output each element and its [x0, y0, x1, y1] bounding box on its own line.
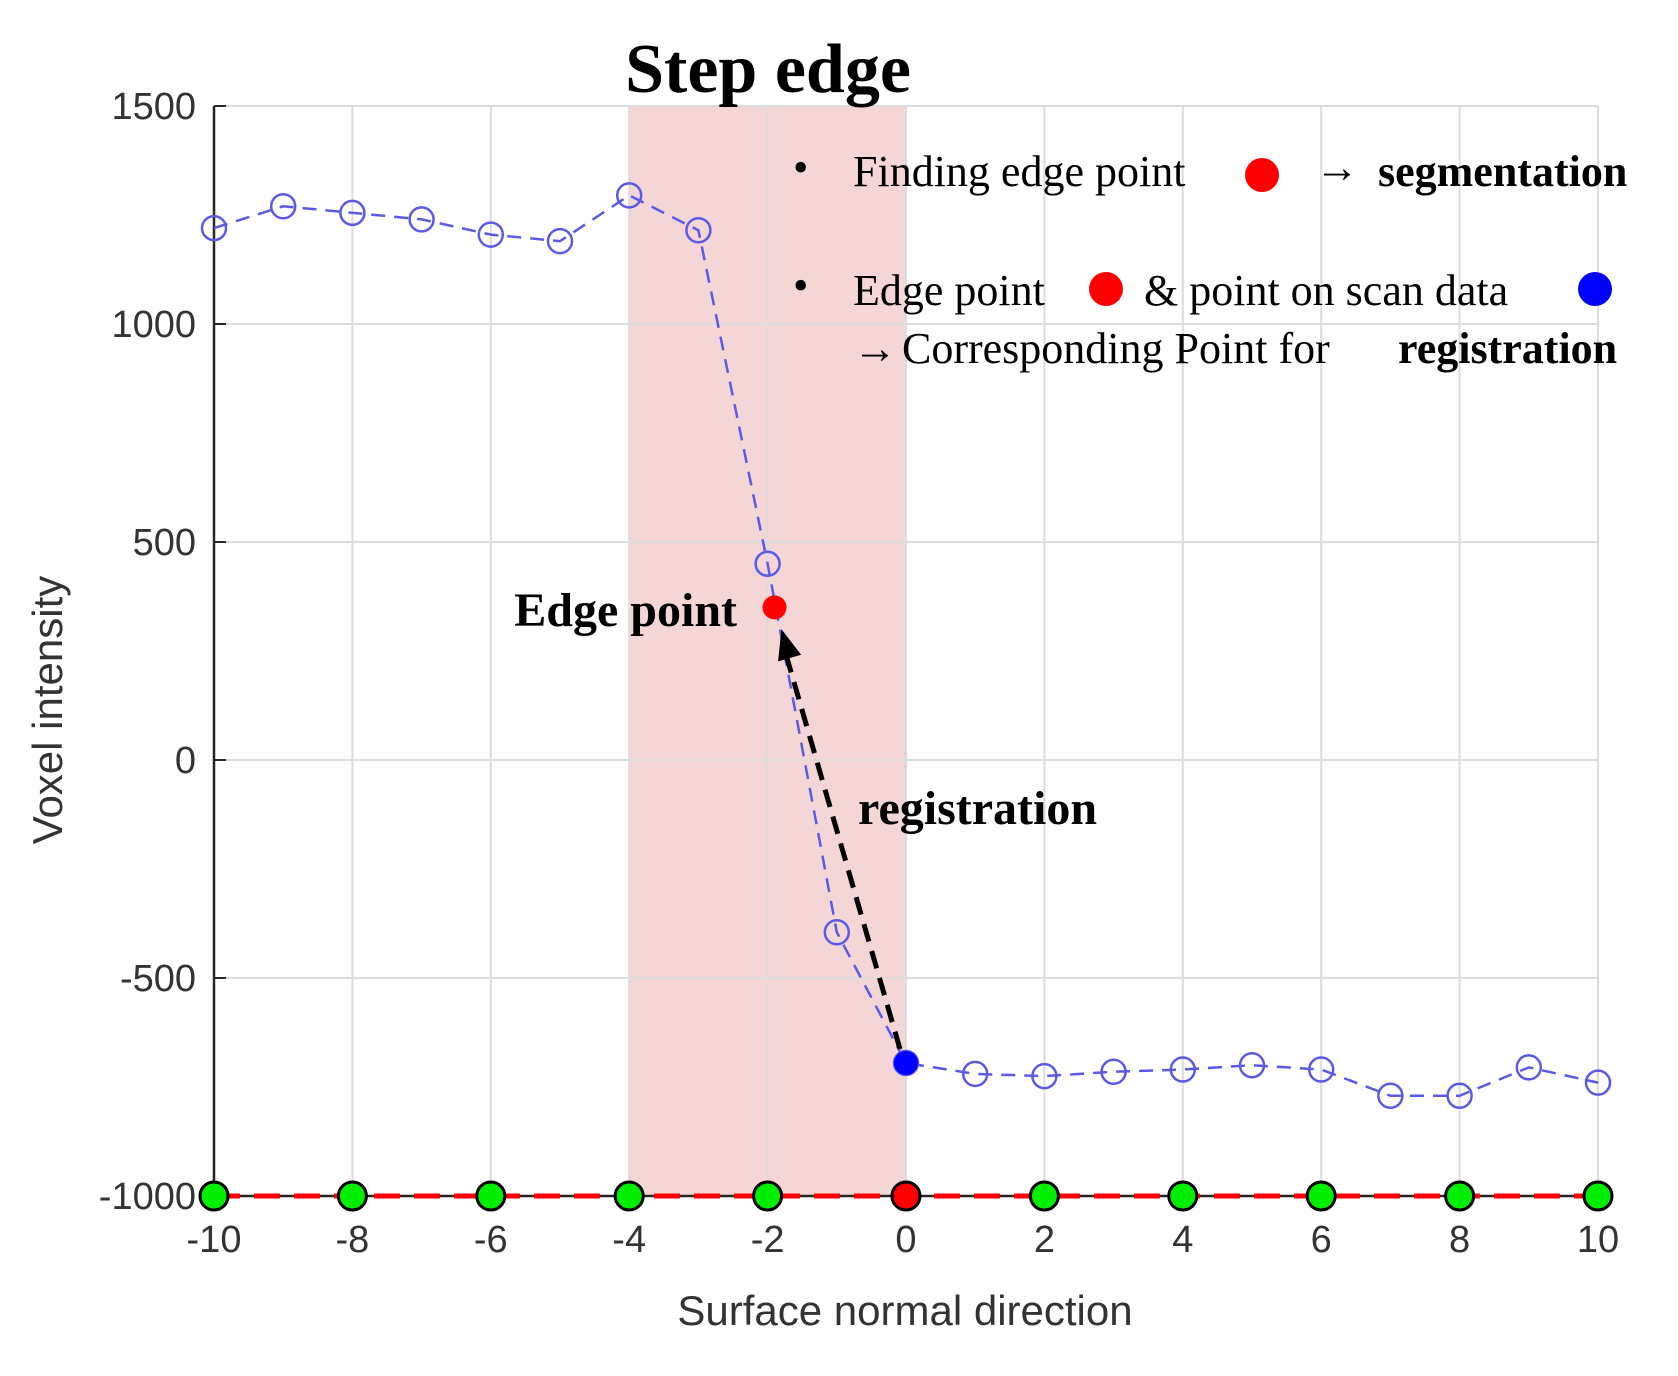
- intensity-point: [754, 550, 781, 578]
- legend-line3-bold: registration: [1398, 324, 1617, 373]
- intensity-point: [961, 1060, 989, 1088]
- intensity-point: [1238, 1051, 1266, 1079]
- baseline-marker: [1305, 1180, 1337, 1212]
- baseline-layer: [198, 1180, 1614, 1212]
- x-tick-label: 0: [895, 1219, 916, 1261]
- intensity-point: [269, 193, 297, 220]
- y-tick-label: 0: [175, 740, 196, 782]
- baseline-marker: [890, 1180, 922, 1212]
- intensity-point: [339, 199, 366, 227]
- y-tick-label: 500: [133, 522, 196, 564]
- intensity-series-line: [213, 193, 1599, 1097]
- legend-red-marker-2: [1089, 272, 1123, 306]
- y-tick-label: 1500: [111, 86, 196, 128]
- legend-red-marker-1: [1245, 158, 1279, 192]
- intensity-point: [1377, 1082, 1404, 1109]
- intensity-point: [1307, 1056, 1335, 1083]
- baseline-marker: [613, 1180, 645, 1212]
- x-tick-label: 8: [1449, 1219, 1470, 1261]
- intensity-point: [200, 214, 228, 242]
- baseline-marker: [198, 1180, 230, 1212]
- registration-arrow-shaft: [782, 648, 903, 1050]
- intensity-point: [685, 217, 712, 244]
- edge-point-marker: [762, 595, 787, 620]
- x-tick-label: 10: [1577, 1219, 1619, 1261]
- x-tick-label: 2: [1034, 1219, 1055, 1261]
- series-layer: [200, 182, 1612, 1109]
- y-axis-label: Voxel intensity: [24, 576, 71, 845]
- legend-blue-marker: [1578, 272, 1612, 306]
- intensity-point: [1515, 1054, 1543, 1081]
- baseline-marker: [1167, 1180, 1199, 1212]
- x-axis-label: Surface normal direction: [677, 1287, 1132, 1334]
- legend-line1-text: Finding edge point: [853, 147, 1185, 196]
- legend-line3-text: Corresponding Point for: [902, 324, 1330, 373]
- baseline-marker: [336, 1180, 368, 1212]
- x-tick-label: -2: [751, 1219, 785, 1261]
- baseline-marker: [475, 1180, 507, 1212]
- intensity-point: [1100, 1058, 1127, 1085]
- x-tick-label: 6: [1311, 1219, 1332, 1261]
- baseline-marker: [1582, 1180, 1614, 1212]
- baseline-marker: [752, 1180, 784, 1212]
- legend-line2-text-a: Edge point: [853, 266, 1045, 315]
- registration-label: registration: [858, 782, 1097, 835]
- intensity-point: [615, 182, 643, 209]
- baseline-marker: [1028, 1180, 1060, 1212]
- intensity-point: [408, 206, 435, 233]
- legend-bullet-2: •: [793, 261, 808, 310]
- x-tick-label: -8: [336, 1219, 370, 1261]
- y-tick-label: -500: [120, 958, 196, 1000]
- edge-point-label: Edge point: [514, 584, 737, 637]
- x-tick-label: -4: [612, 1219, 646, 1261]
- intensity-point: [1446, 1082, 1473, 1109]
- intensity-point: [1169, 1056, 1197, 1083]
- registration-arrow-head: [778, 629, 802, 662]
- scan-point-marker: [894, 1051, 918, 1076]
- x-tick-label: -10: [187, 1219, 242, 1261]
- x-tick-label: 4: [1172, 1219, 1193, 1261]
- legend-line3-arrow: →: [853, 324, 897, 373]
- intensity-point: [823, 918, 851, 946]
- legend-line1-bold: segmentation: [1378, 147, 1627, 196]
- legend-line2-text-b: & point on scan data: [1144, 266, 1508, 315]
- legend-bullet-1: •: [793, 143, 808, 192]
- baseline-marker: [1444, 1180, 1476, 1212]
- x-tick-label: -6: [474, 1219, 508, 1261]
- legend-annotation: • Finding edge point → segmentation • Ed…: [793, 143, 1627, 373]
- intensity-point: [546, 227, 574, 255]
- overlay-layer: [762, 595, 918, 1076]
- intensity-point: [1031, 1062, 1058, 1090]
- intensity-point: [1584, 1069, 1612, 1096]
- intensity-point: [477, 221, 505, 248]
- tick-label-layer: -10 -8 -6 -4 -2 0 2 4 6 8 10 1500 1000 500 0 -500 -1000: [99, 86, 1619, 1261]
- y-tick-label: 1000: [111, 304, 196, 346]
- chart-title: Step edge: [625, 31, 911, 108]
- y-tick-label: -1000: [99, 1176, 196, 1218]
- legend-line1-arrow: →: [1315, 143, 1359, 192]
